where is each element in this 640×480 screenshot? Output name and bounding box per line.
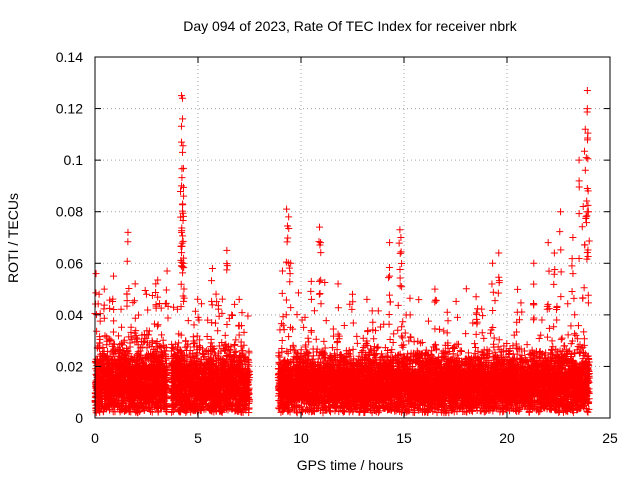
data-point: [105, 337, 113, 345]
data-point: [99, 344, 107, 352]
data-point: [106, 352, 114, 360]
data-point: [109, 328, 117, 336]
data-point: [115, 332, 123, 340]
data-point: [107, 336, 115, 344]
data-point: [118, 323, 126, 331]
data-point: [106, 405, 114, 413]
chart-title: Day 094 of 2023, Rate Of TEC Index for r…: [183, 18, 518, 34]
data-point: [96, 317, 104, 325]
data-point: [106, 304, 114, 312]
data-point: [117, 305, 125, 313]
data-point: [111, 347, 119, 355]
data-point: [104, 347, 112, 355]
data-point: [120, 336, 128, 344]
scatter-points: [91, 87, 593, 417]
data-point: [96, 310, 104, 318]
